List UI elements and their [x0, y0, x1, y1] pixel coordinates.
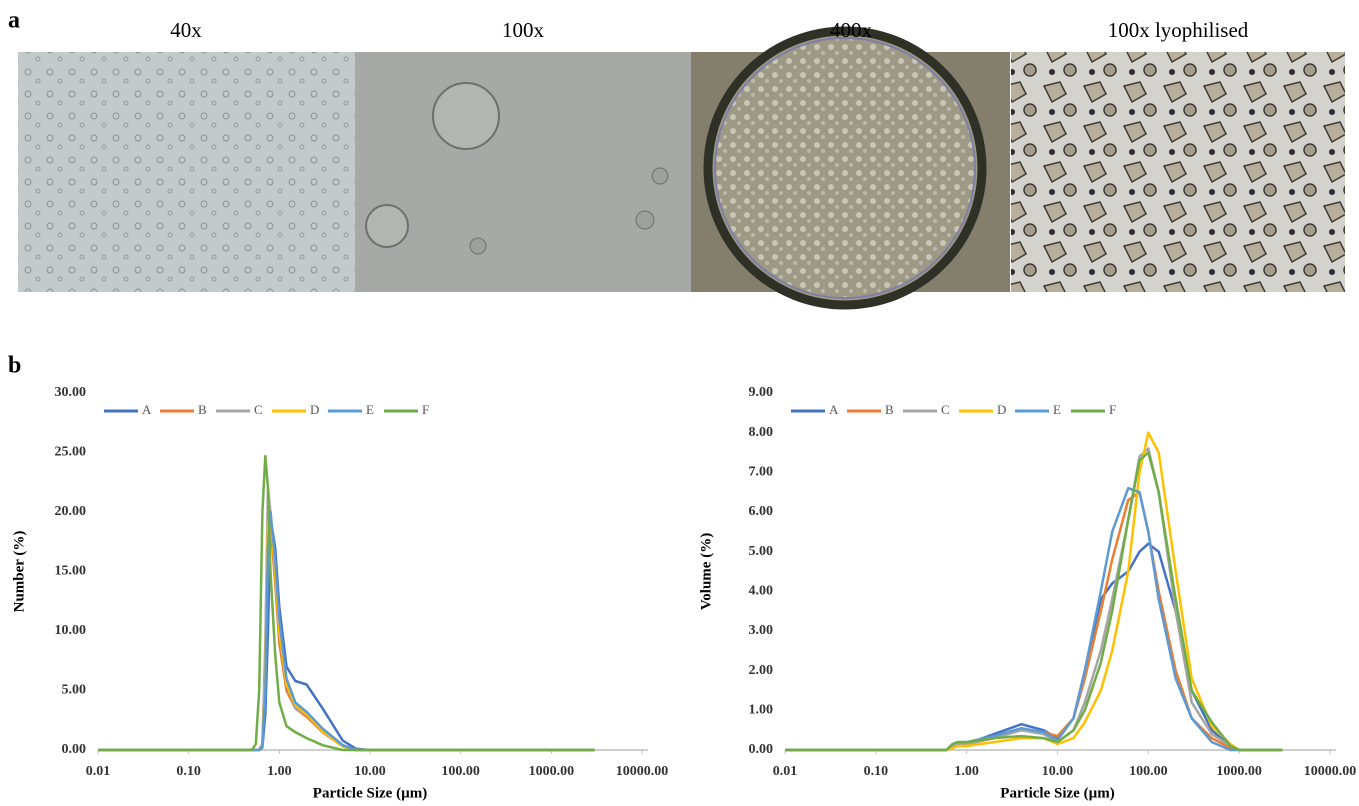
y-tick-label: 1.00 [749, 703, 774, 718]
legend-label: C [254, 402, 263, 417]
y-tick-label: 10.00 [55, 623, 87, 638]
x-tick-label: 10.00 [1042, 764, 1074, 779]
y-tick-label: 8.00 [749, 425, 774, 440]
figure: a b 40x 100x 400x 100x lyophilised 0.01 0.10 1… [0, 0, 1359, 806]
x-tick-label: 1.00 [954, 764, 979, 779]
legend-label: E [366, 402, 374, 417]
series-line [785, 449, 1283, 751]
y-tick-label: 30.00 [55, 385, 87, 400]
y-tick-label: 0.00 [62, 742, 87, 757]
y-tick-label: 6.00 [749, 504, 774, 519]
series-line [785, 492, 1283, 750]
series-line [98, 512, 595, 750]
y-tick-label: 2.00 [749, 663, 774, 678]
x-tick-label: 1000.00 [1216, 764, 1262, 779]
micrograph-caption: 100x [502, 18, 545, 42]
y-tick-label: 3.00 [749, 623, 774, 638]
x-axis-title: Particle Size (µm) [1000, 785, 1114, 801]
y-tick-label: 15.00 [55, 564, 87, 579]
series-line [98, 500, 595, 750]
y-tick-label: 7.00 [749, 465, 774, 480]
x-axis-title: Particle Size (µm) [313, 785, 427, 801]
legend-label: F [1109, 402, 1116, 417]
series-line [98, 456, 595, 750]
series-line [785, 433, 1283, 750]
y-tick-label: 20.00 [55, 504, 87, 519]
y-tick-label: 0.00 [749, 742, 774, 757]
series-line [98, 488, 595, 750]
x-tick-label: 10000.00 [616, 764, 669, 779]
x-tick-label: 0.10 [176, 764, 201, 779]
legend-label: A [142, 402, 152, 417]
series-line [98, 518, 595, 750]
y-tick-label: 5.00 [749, 544, 774, 559]
legend-label: D [310, 402, 319, 417]
x-tick-label: 10000.00 [1304, 764, 1357, 779]
series-line [785, 453, 1283, 751]
panel-label: a [8, 8, 20, 34]
legend-label: D [997, 402, 1006, 417]
y-tick-label: 5.00 [62, 683, 87, 698]
x-tick-label: 100.00 [441, 764, 480, 779]
micrograph-caption: 100x lyophilised [1108, 18, 1249, 42]
y-axis-title: Number (%) [11, 531, 27, 613]
x-tick-label: 10.00 [354, 764, 386, 779]
legend-label: B [885, 402, 894, 417]
x-tick-label: 1000.00 [529, 764, 575, 779]
series-line [98, 512, 595, 750]
panel-label: b [8, 353, 21, 379]
legend-label: C [941, 402, 950, 417]
micrograph-panel [18, 31, 1345, 305]
x-tick-label: 0.01 [86, 764, 111, 779]
y-tick-label: 25.00 [55, 445, 87, 460]
series-line [785, 488, 1283, 750]
y-tick-label: 9.00 [749, 385, 774, 400]
legend-label: F [422, 402, 429, 417]
y-tick-label: 4.00 [749, 584, 774, 599]
x-tick-label: 100.00 [1129, 764, 1168, 779]
x-tick-label: 0.01 [773, 764, 798, 779]
micrograph-caption: 40x [170, 18, 202, 42]
micrograph-caption: 400x [830, 18, 873, 42]
legend-label: A [829, 402, 839, 417]
legend-label: B [198, 402, 207, 417]
legend-label: E [1053, 402, 1061, 417]
x-tick-label: 0.10 [864, 764, 889, 779]
x-tick-label: 1.00 [267, 764, 292, 779]
y-axis-title: Volume (%) [698, 533, 714, 610]
